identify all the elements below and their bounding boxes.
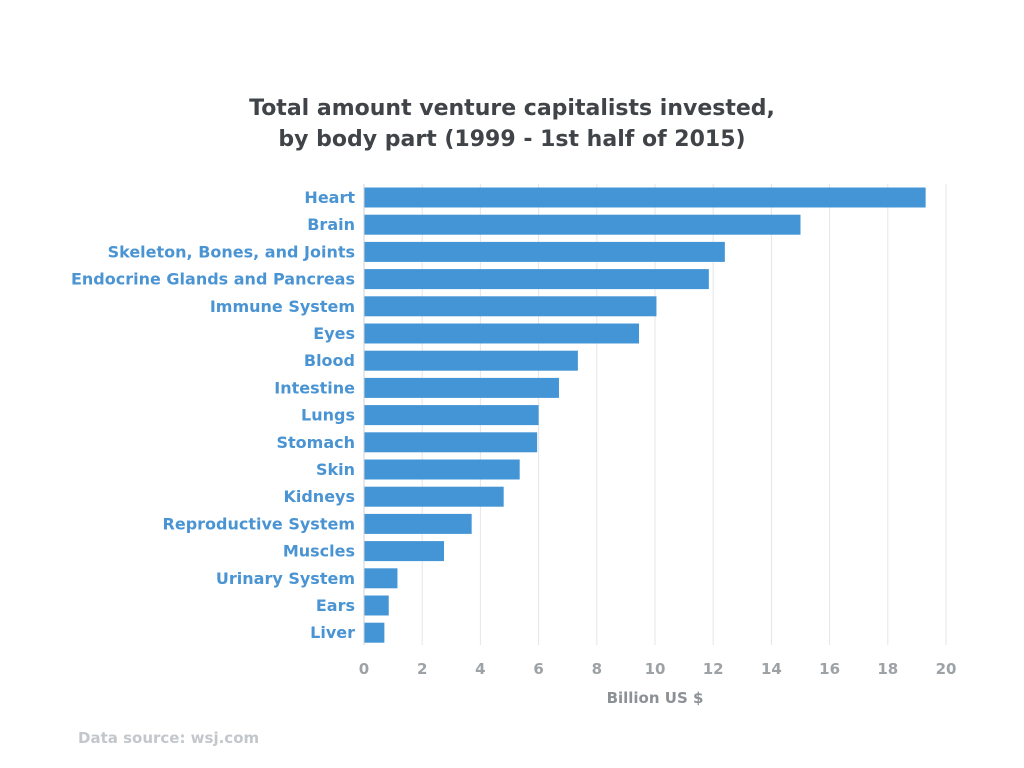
bar — [364, 296, 657, 317]
bar — [364, 622, 385, 643]
bar — [364, 269, 709, 290]
category-label: Heart — [304, 188, 355, 207]
bar — [364, 486, 504, 507]
chart-title-line-2: by body part (1999 - 1st half of 2015) — [278, 127, 746, 152]
category-label: Urinary System — [216, 569, 355, 588]
category-label: Stomach — [276, 433, 355, 452]
bar — [364, 405, 539, 426]
bar — [364, 241, 725, 262]
x-tick-label: 16 — [819, 660, 840, 678]
category-label: Reproductive System — [163, 514, 355, 533]
chart-title-line-1: Total amount venture capitalists investe… — [249, 96, 775, 121]
bar — [364, 377, 559, 398]
bar — [364, 568, 398, 589]
bar — [364, 541, 445, 562]
category-label: Ears — [316, 596, 355, 615]
category-label: Immune System — [210, 297, 355, 316]
x-tick-label: 20 — [936, 660, 957, 678]
category-label: Skin — [316, 460, 355, 479]
bar — [364, 432, 538, 453]
x-tick-label: 4 — [475, 660, 485, 678]
category-label: Skeleton, Bones, and Joints — [108, 242, 355, 261]
chart-title: Total amount venture capitalists investe… — [0, 93, 1024, 155]
category-label: Blood — [304, 351, 355, 370]
category-label: Liver — [310, 623, 355, 642]
bar — [364, 595, 389, 616]
category-label: Lungs — [301, 406, 355, 425]
category-label: Muscles — [283, 542, 355, 561]
category-label: Kidneys — [283, 487, 355, 506]
x-tick-label: 12 — [703, 660, 724, 678]
bar — [364, 214, 801, 235]
x-tick-label: 10 — [645, 660, 666, 678]
x-tick-label: 2 — [417, 660, 427, 678]
bar — [364, 459, 520, 480]
x-tick-label: 8 — [592, 660, 602, 678]
bar — [364, 323, 639, 344]
x-tick-label: 14 — [761, 660, 782, 678]
category-label: Brain — [307, 215, 355, 234]
category-label: Eyes — [313, 324, 355, 343]
category-label: Intestine — [274, 378, 355, 397]
bar — [364, 350, 578, 371]
data-source-note: Data source: wsj.com — [78, 729, 260, 747]
bar — [364, 513, 472, 534]
category-label: Endocrine Glands and Pancreas — [71, 270, 355, 289]
x-tick-label: 0 — [359, 660, 369, 678]
bar — [364, 187, 926, 208]
x-tick-label: 6 — [533, 660, 543, 678]
x-tick-label: 18 — [877, 660, 898, 678]
x-axis-title: Billion US $ — [607, 689, 704, 707]
